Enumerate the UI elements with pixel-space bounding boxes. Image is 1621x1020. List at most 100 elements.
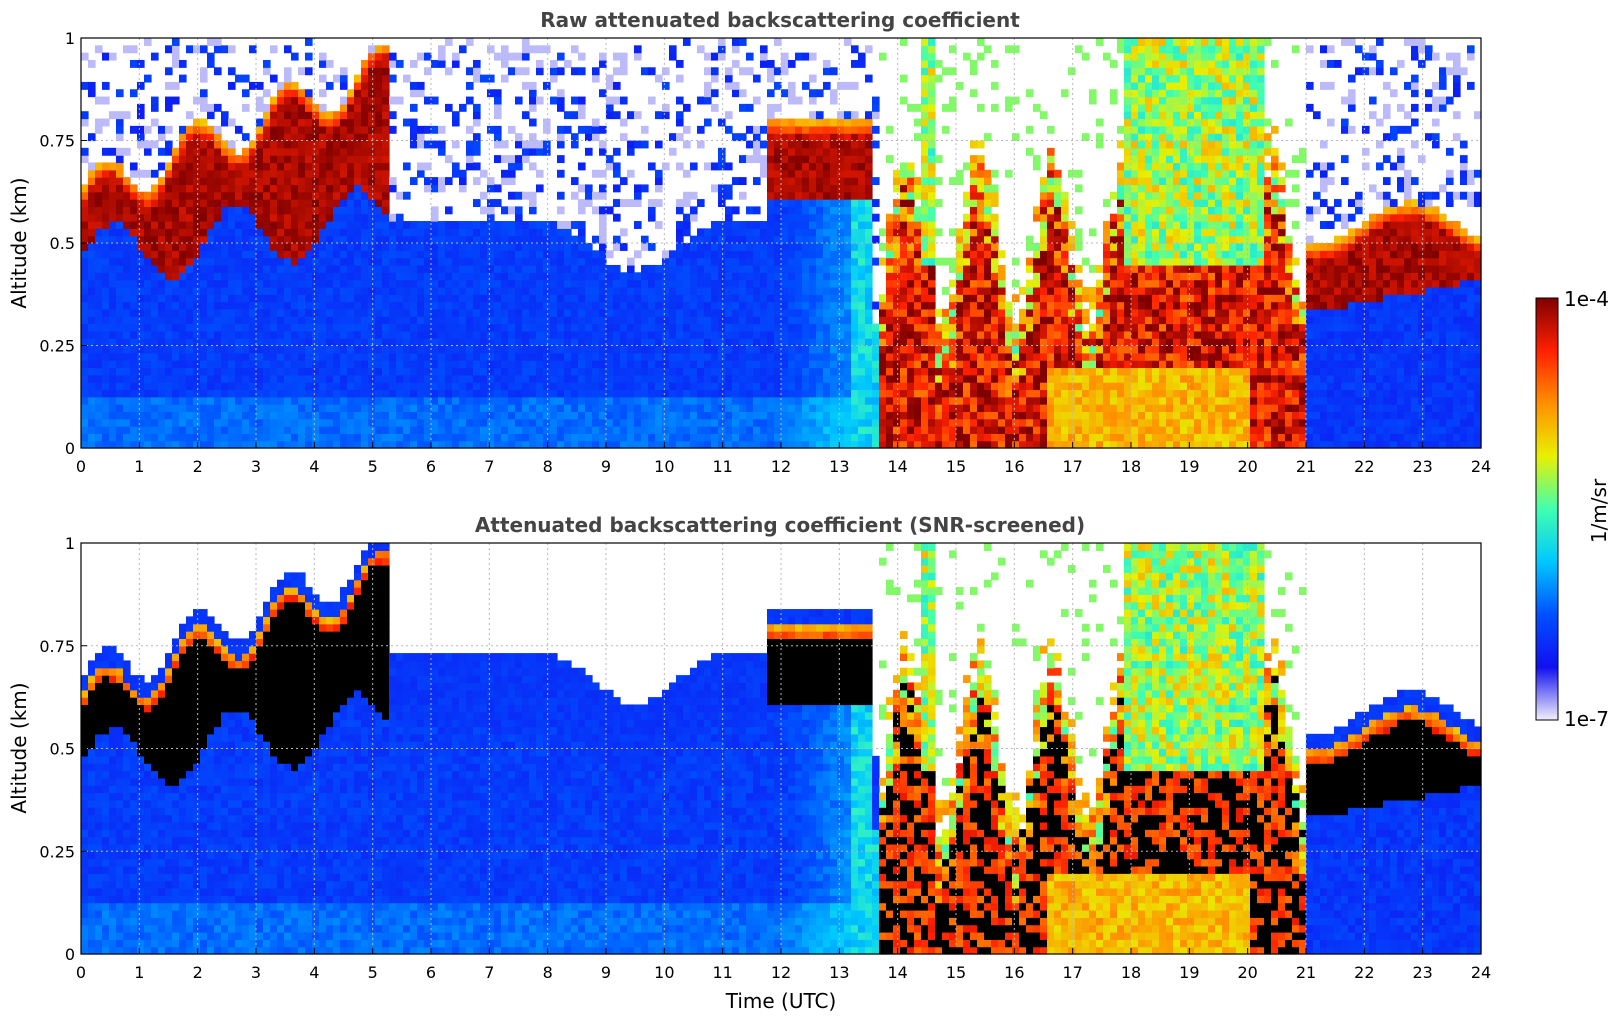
heatmap-cell <box>445 360 453 369</box>
heatmap-cell <box>690 396 698 405</box>
heatmap-cell <box>263 235 271 244</box>
heatmap-cell <box>767 279 775 288</box>
heatmap-cell <box>270 235 278 244</box>
heatmap-cell <box>221 177 229 186</box>
heatmap-cell <box>179 272 187 281</box>
heatmap-cell <box>662 308 670 317</box>
heatmap-cell <box>179 367 187 376</box>
heatmap-cell <box>95 294 103 303</box>
heatmap-cell <box>305 52 313 61</box>
heatmap-cell <box>858 257 866 266</box>
heatmap-cell <box>739 374 747 383</box>
heatmap-cell <box>522 147 530 156</box>
heatmap-cell <box>515 264 523 273</box>
heatmap-cell <box>207 177 215 186</box>
heatmap-cell <box>718 272 726 281</box>
heatmap-cell <box>893 177 901 186</box>
heatmap-cell <box>445 396 453 405</box>
heatmap-cell <box>739 279 747 288</box>
heatmap-cell <box>368 250 376 259</box>
heatmap-cell <box>613 440 621 449</box>
heatmap-cell <box>816 411 824 420</box>
heatmap-cell <box>214 404 222 412</box>
heatmap-cell <box>494 89 502 98</box>
heatmap-cell <box>284 81 292 90</box>
heatmap-cell <box>235 396 243 405</box>
heatmap-cell <box>662 352 670 361</box>
heatmap-cell <box>732 426 740 434</box>
heatmap-cell <box>508 389 516 398</box>
heatmap-cell <box>494 396 502 405</box>
heatmap-cell <box>599 184 607 193</box>
heatmap-cell <box>81 352 89 361</box>
heatmap-cell <box>501 177 509 186</box>
heatmap-cell <box>340 338 348 347</box>
heatmap-cell <box>536 308 544 317</box>
heatmap-cell <box>88 169 96 178</box>
heatmap-cell <box>627 169 635 178</box>
heatmap-cell <box>319 404 327 412</box>
heatmap-cell <box>410 221 418 229</box>
heatmap-cell <box>844 418 852 427</box>
heatmap-cell <box>438 294 446 303</box>
heatmap-cell <box>102 308 110 317</box>
heatmap-cell <box>760 125 768 134</box>
heatmap-cell <box>851 111 859 120</box>
heatmap-cell <box>592 330 600 339</box>
heatmap-cell <box>494 111 502 120</box>
heatmap-cell <box>354 426 362 434</box>
heatmap-cell <box>319 440 327 449</box>
heatmap-cell <box>767 250 775 259</box>
heatmap-cell <box>172 228 180 237</box>
heatmap-cell <box>368 191 376 200</box>
heatmap-cell <box>536 345 544 354</box>
heatmap-cell <box>389 396 397 405</box>
heatmap-cell <box>711 52 719 61</box>
heatmap-cell <box>865 243 873 251</box>
heatmap-cell <box>613 162 621 171</box>
heatmap-cell <box>809 184 817 193</box>
heatmap-cell <box>305 184 313 193</box>
heatmap-cell <box>641 184 649 193</box>
heatmap-cell <box>326 301 334 310</box>
heatmap-cell <box>326 243 334 251</box>
heatmap-cell <box>354 382 362 391</box>
heatmap-cell <box>284 264 292 273</box>
heatmap-cell <box>557 272 565 281</box>
heatmap-cell <box>760 162 768 171</box>
heatmap-cell <box>354 433 362 442</box>
heatmap-cell <box>109 221 117 229</box>
heatmap-cell <box>382 221 390 229</box>
heatmap-cell <box>571 96 579 105</box>
heatmap-cell <box>669 272 677 281</box>
heatmap-cell <box>333 243 341 251</box>
heatmap-cell <box>158 177 166 186</box>
heatmap-cell <box>480 404 488 412</box>
heatmap-cell <box>424 140 432 149</box>
heatmap-cell <box>564 294 572 303</box>
heatmap-cell <box>893 418 901 427</box>
heatmap-cell <box>179 352 187 361</box>
heatmap-cell <box>207 228 215 237</box>
heatmap-cell <box>305 235 313 244</box>
heatmap-cell <box>396 272 404 281</box>
heatmap-cell <box>123 316 131 325</box>
heatmap-cell <box>165 243 173 251</box>
heatmap-cell <box>816 213 824 222</box>
heatmap-cell <box>186 272 194 281</box>
heatmap-cell <box>851 250 859 259</box>
heatmap-cell <box>172 352 180 361</box>
heatmap-cell <box>858 221 866 229</box>
heatmap-cell <box>403 404 411 412</box>
heatmap-cell <box>613 272 621 281</box>
heatmap-cell <box>340 404 348 412</box>
heatmap-cell <box>795 426 803 434</box>
heatmap-cell <box>473 294 481 303</box>
heatmap-cell <box>200 360 208 369</box>
heatmap-cell <box>865 433 873 442</box>
heatmap-cell <box>732 323 740 332</box>
heatmap-cell <box>893 279 901 288</box>
heatmap-cell <box>410 418 418 427</box>
heatmap-cell <box>480 235 488 244</box>
heatmap-cell <box>235 221 243 229</box>
